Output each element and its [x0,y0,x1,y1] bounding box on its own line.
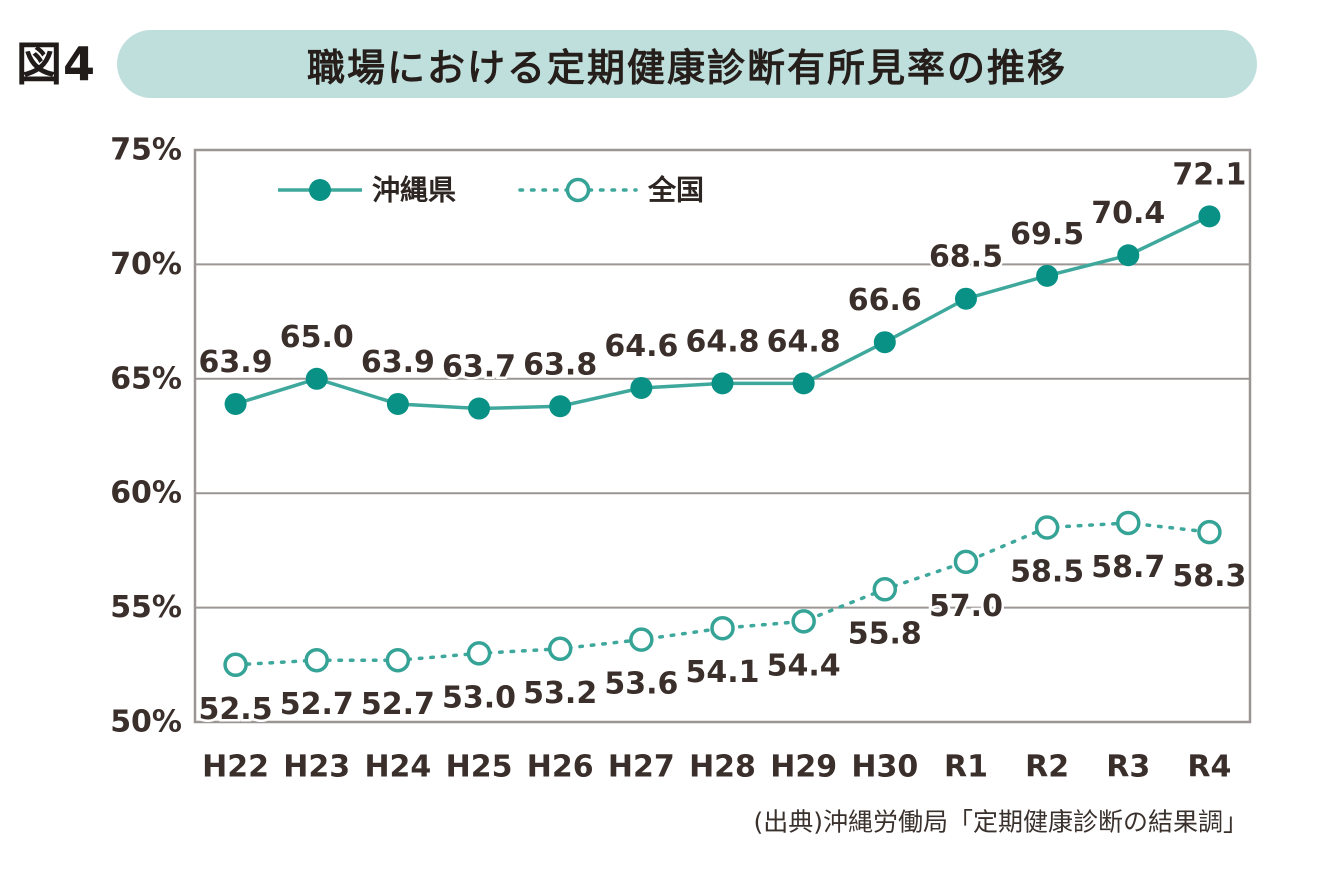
national-data-label: 52.7 [361,687,435,722]
x-axis-tick-label: R1 [944,750,988,785]
okinawa-data-label: 66.6 [848,283,922,318]
figure-label: 図4 [16,37,97,91]
national-data-point [304,647,329,673]
legend-okinawa-label: 沖縄県 [372,174,456,207]
y-axis-tick-label: 55% [110,590,182,625]
y-axis-tick-label: 65% [110,361,182,396]
national-data-point [1197,519,1222,545]
okinawa-data-point [1036,264,1059,287]
okinawa-data-label: 64.8 [685,324,759,359]
legend-okinawa-marker-icon [309,179,331,201]
okinawa-data-point [386,392,409,415]
okinawa-data-point [711,372,734,395]
national-data-point [791,609,816,634]
national-data-point [466,641,492,666]
x-axis-tick-label: H22 [202,750,269,785]
x-axis-tick-label: H25 [446,750,513,785]
okinawa-data-label: 63.7 [442,350,516,385]
y-axis-tick-label: 50% [110,705,182,740]
okinawa-data-point [305,367,328,390]
national-data-label: 54.4 [767,648,841,683]
chart-title: 職場における定期健康診断有所見率の推移 [306,45,1067,90]
x-axis-tick-label: R2 [1025,750,1069,785]
okinawa-data-point [1117,244,1140,267]
okinawa-data-point [630,376,653,399]
okinawa-data-label: 70.4 [1091,196,1165,231]
x-axis-tick-label: H28 [689,750,756,785]
legend: 沖縄県 全国 [278,174,704,207]
plot-border [193,148,1252,724]
legend-national-marker-icon [565,177,591,203]
okinawa-data-point [224,392,247,415]
x-axis-tick-label: R4 [1187,750,1231,785]
x-axis-tick-label: H26 [527,750,594,785]
x-axis-tick-label: H23 [283,750,350,785]
okinawa-data-label: 69.5 [1010,217,1084,252]
national-data-point [710,615,735,641]
x-axis-tick-label: H24 [364,750,431,785]
x-axis-tick-label: H27 [608,750,675,785]
title-badge: 職場における定期健康診断有所見率の推移 [117,30,1257,98]
y-axis-tick-label: 60% [110,476,182,511]
okinawa-data-label: 72.1 [1172,157,1246,192]
national-data-point [223,652,248,678]
okinawa-data-point [1198,205,1221,228]
national-data-label: 53.0 [442,680,516,715]
okinawa-data-point [549,395,572,418]
national-data-label: 54.1 [685,655,759,690]
national-data-point [1034,515,1060,540]
source-note: (出典)沖縄労働局「定期健康診断の結果調」 [753,808,1248,837]
okinawa-data-label: 63.9 [361,345,435,380]
national-data-point [629,627,654,652]
okinawa-data-point [468,397,491,420]
national-data-point [1116,510,1141,536]
national-data-point [953,549,979,575]
national-data-label: 58.3 [1172,559,1246,594]
y-axis-tick-label: 70% [110,247,182,282]
plot-area: 75% 70% 65% 60% 55% 50% H22 H23 H24 H25 H26 H27 H28 H… [110,133,1252,785]
okinawa-data-point [792,372,815,395]
okinawa-data-label: 64.8 [767,324,841,359]
y-axis-tick-label: 75% [110,133,182,168]
okinawa-data-label: 65.0 [280,320,354,355]
x-axis-tick-label: H30 [851,750,918,785]
national-data-label: 55.8 [848,616,922,651]
national-data-point [872,577,898,602]
okinawa-data-label: 63.8 [523,347,597,382]
okinawa-data-label: 68.5 [929,240,1003,275]
okinawa-data-point [954,287,977,310]
national-data-label: 52.5 [199,692,273,727]
okinawa-data-label: 63.9 [199,345,273,380]
national-data-point [547,636,573,662]
okinawa-data-label: 64.6 [604,329,678,364]
x-axis-tick-label: H29 [770,750,837,785]
national-data-label: 53.6 [604,667,678,702]
national-data-label: 57.0 [929,589,1003,624]
national-data-label: 58.7 [1091,550,1165,585]
national-data-label: 52.7 [280,687,354,722]
national-data-point [385,647,411,673]
national-data-label: 53.2 [523,676,597,711]
legend-national-label: 全国 [647,174,704,207]
national-series-line [233,521,1212,667]
national-data-label: 58.5 [1010,555,1084,590]
x-axis-tick-label: R3 [1106,750,1150,785]
okinawa-data-point [873,331,896,354]
